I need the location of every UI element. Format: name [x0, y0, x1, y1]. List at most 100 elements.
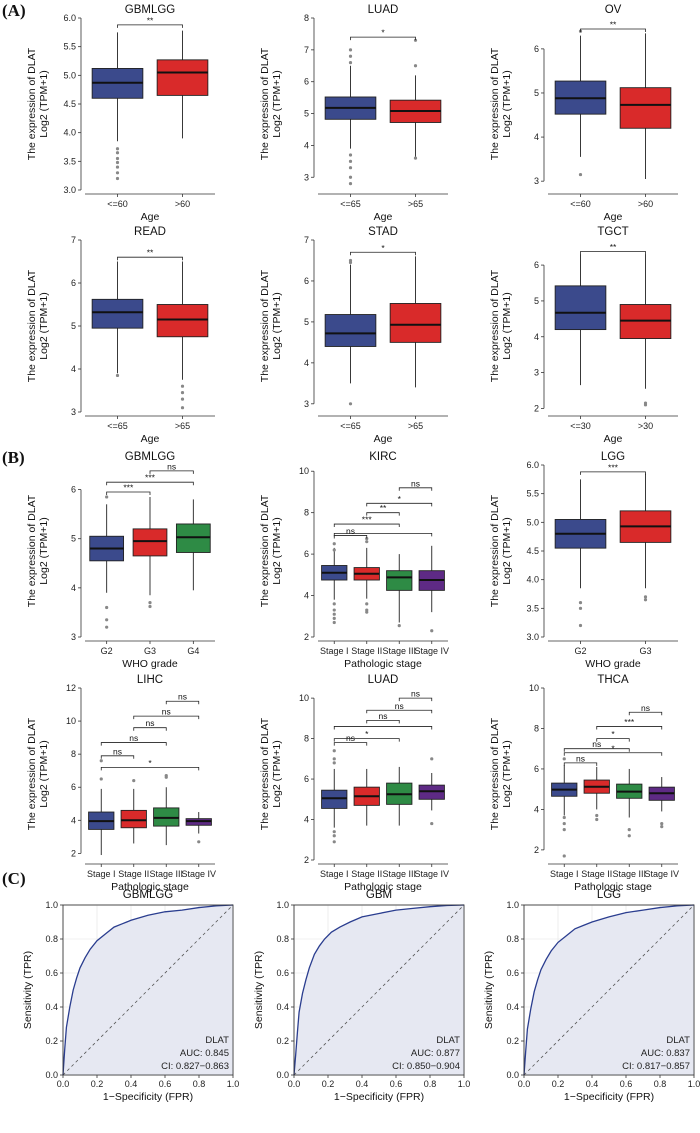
- outlier-point: [197, 840, 201, 844]
- y-tick-label: 5: [534, 88, 539, 98]
- significance-label: ns: [641, 703, 650, 713]
- y-axis-label-line2: Log2 (TPM+1): [38, 292, 50, 359]
- panel-label-b: (B): [2, 448, 25, 467]
- box->60: [619, 87, 672, 129]
- outlier-point: [413, 64, 418, 68]
- outlier-point: [180, 406, 185, 410]
- outlier-point: [105, 625, 109, 629]
- significance-bracket: [117, 24, 183, 28]
- significance-bracket: [133, 727, 167, 731]
- outlier-point: [348, 48, 353, 52]
- significance-label: ns: [395, 701, 404, 711]
- x-tick-label: Stage IV: [181, 869, 216, 879]
- y-tick-label: 0.6: [45, 968, 58, 978]
- outlier-point: [643, 595, 648, 599]
- x-tick-label: Stage II: [118, 869, 149, 879]
- y-axis-label: The expression of DLATLog2 (TPM+1): [489, 717, 513, 830]
- y-tick-label: 0.4: [45, 1002, 58, 1012]
- plot-title: THCA: [597, 674, 629, 686]
- diagonal-reference-line: [523, 904, 695, 1076]
- y-tick-label: 4: [534, 804, 539, 814]
- x-axis-label: Age: [374, 433, 393, 445]
- x-tick-label: Stage I: [320, 646, 349, 656]
- significance-label: *: [611, 729, 615, 739]
- y-tick-label: 0.2: [45, 1036, 58, 1046]
- plot-border: [62, 904, 234, 1076]
- significance-bracket: [333, 738, 400, 742]
- outlier-point: [595, 817, 599, 822]
- outlier-point: [578, 606, 583, 610]
- x-tick-label: 0.2: [91, 1079, 104, 1089]
- significance-label: ns: [178, 692, 187, 702]
- y-tick-label: 3: [71, 407, 76, 417]
- y-tick-label: 2: [534, 845, 539, 855]
- x-tick-label: 0.6: [159, 1079, 172, 1089]
- significance-label: ns: [167, 461, 176, 471]
- y-tick-label: 0.0: [276, 1070, 289, 1080]
- significance-label: ns: [576, 753, 585, 763]
- outlier-point: [348, 182, 353, 186]
- significance-bracket: [106, 491, 151, 496]
- y-tick-label: 6: [304, 77, 309, 87]
- significance-bracket: [106, 481, 194, 486]
- y-tick-label: 7: [304, 45, 309, 55]
- y-tick-label: 6: [304, 774, 309, 784]
- y-axis-label: Sensitivity (TPR): [253, 951, 265, 1029]
- y-axis-label-line2: Log2 (TPM+1): [271, 292, 283, 359]
- plot-title: LGG: [601, 451, 625, 463]
- significance-label: *: [381, 28, 385, 38]
- y-tick-label: 4.0: [63, 128, 76, 138]
- significance-label: ns: [346, 733, 355, 743]
- roc-series-name: DLAT: [666, 1035, 690, 1046]
- significance-label: ***: [362, 515, 373, 525]
- plot-title: GBMLGG: [125, 4, 176, 16]
- significance-bracket: [366, 719, 400, 724]
- significance-label: **: [610, 20, 617, 30]
- outlier-point: [99, 759, 103, 763]
- x-tick-label: <=65: [340, 199, 361, 209]
- outlier-point: [332, 757, 336, 761]
- roc-series-name: DLAT: [436, 1035, 460, 1046]
- y-tick-label: 6: [71, 485, 76, 495]
- significance-label: *: [611, 743, 615, 753]
- x-tick-label: 0.0: [57, 1079, 70, 1089]
- chart-a-read: READ 3 4 5 6 7 <=65 >65 Age The expression of DLA…: [26, 226, 215, 445]
- y-tick-label: 0.0: [45, 1070, 58, 1080]
- y-tick-label: 5.5: [526, 489, 539, 499]
- roc-auc-label: AUC: 0.877: [411, 1048, 460, 1059]
- y-axis-label-line2: Log2 (TPM+1): [501, 70, 513, 137]
- outlier-point: [105, 618, 109, 622]
- outlier-point: [365, 610, 369, 614]
- y-tick-label: 5.0: [526, 517, 539, 527]
- y-tick-label: 5: [71, 321, 76, 331]
- outlier-point: [365, 540, 369, 544]
- chart-c-lgg: LGG 0.0 0.2 0.4 0.6 0.8 1.0 0.0 0.2 0.4 0.6 0.8 1.0 D…: [483, 889, 700, 1103]
- chart-b-gbmlgg: GBMLGG 3 4 5 6 G2 G3 G4 WHO grade The expression …: [26, 451, 215, 670]
- significance-label: *: [381, 243, 385, 253]
- box-<=30: [554, 285, 607, 331]
- y-tick-label: 5: [304, 109, 309, 119]
- outlier-point: [562, 815, 566, 820]
- x-tick-label: 0.6: [620, 1079, 633, 1089]
- y-tick-label: 2: [534, 403, 539, 413]
- y-tick-label: 4.5: [63, 99, 76, 109]
- y-axis-label-line1: The expression of DLAT: [259, 494, 271, 607]
- x-axis-label: Pathologic stage: [344, 658, 422, 670]
- outlier-point: [180, 391, 185, 395]
- y-tick-label: 0.2: [276, 1036, 289, 1046]
- outlier-point: [99, 777, 103, 781]
- y-tick-label: 4: [71, 583, 76, 593]
- y-tick-label: 8: [534, 723, 539, 733]
- significance-label: ns: [411, 689, 420, 699]
- significance-label: ns: [162, 707, 171, 717]
- y-tick-label: 10: [299, 466, 309, 476]
- outlier-point: [627, 828, 631, 832]
- x-tick-label: <=60: [107, 199, 128, 209]
- y-tick-label: 4: [304, 140, 309, 150]
- plot-title: LGG: [597, 889, 621, 901]
- x-tick-label: G4: [187, 646, 199, 656]
- box-<=65: [324, 314, 377, 347]
- x-tick-label: 0.8: [193, 1079, 206, 1089]
- roc-ci-label: CI: 0.850−0.904: [392, 1061, 460, 1072]
- x-tick-label: <=65: [340, 421, 361, 431]
